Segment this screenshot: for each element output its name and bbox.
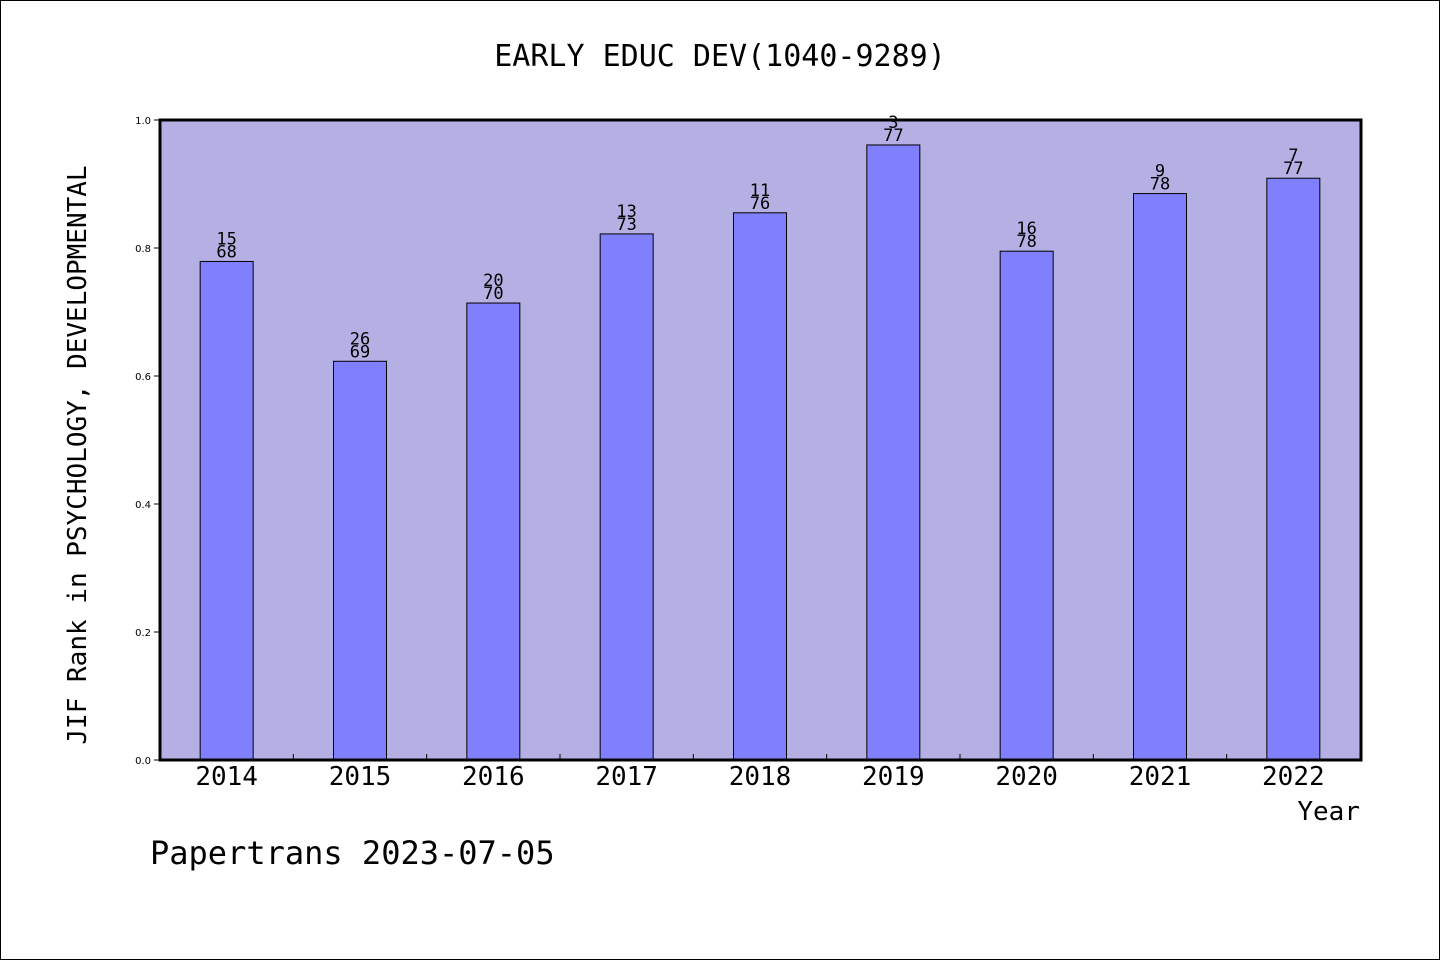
y-tick-label: 0.6 [135, 372, 151, 383]
y-axis-label: JIF Rank in PSYCHOLOGY, DEVELOPMENTAL [63, 165, 93, 744]
data-label-rank: 15 [216, 229, 236, 249]
y-tick-label: 0.8 [135, 244, 151, 255]
data-label-rank: 9 [1155, 162, 1165, 182]
bar-2019 [866, 144, 921, 761]
x-tick-label: 2017 [595, 762, 658, 792]
data-label-total: 69 [350, 342, 370, 362]
y-tick-label: 1.0 [135, 116, 151, 127]
chart-title: EARLY EDUC DEV(1040-9289) [494, 39, 946, 74]
data-label-rank: 11 [750, 181, 770, 201]
data-label-total: 77 [1283, 159, 1303, 179]
x-axis: 2014 2015 2016 2017 2018 2019 2020 2021 2022 [195, 754, 1325, 792]
plot-frame [158, 118, 1363, 762]
y-tick-label: 0.4 [135, 500, 151, 511]
data-label-rank: 20 [483, 271, 503, 291]
data-label-total: 70 [483, 284, 503, 304]
x-tick-label: 2016 [462, 762, 525, 792]
bar-2015 [333, 360, 387, 761]
bar-2022 [1266, 177, 1321, 761]
bar-2018 [733, 212, 787, 761]
x-tick-label: 2014 [195, 762, 258, 792]
data-label-total: 78 [1150, 175, 1170, 195]
x-tick-label: 2022 [1262, 762, 1325, 792]
bar-2021 [1133, 193, 1187, 761]
data-label-total: 76 [750, 194, 770, 214]
y-tick-label: 0.2 [135, 628, 151, 639]
x-tick-label: 2019 [862, 762, 925, 792]
bar-2020 [999, 250, 1054, 761]
x-axis-label: Year [1297, 797, 1360, 827]
data-label-rank: 13 [616, 202, 636, 222]
bar-2016 [466, 302, 521, 761]
x-tick-label: 2020 [995, 762, 1058, 792]
data-label-rank: 7 [1288, 146, 1298, 166]
x-tick-label: 2021 [1129, 762, 1192, 792]
x-tick-label: 2015 [329, 762, 392, 792]
data-label-total: 78 [1016, 232, 1036, 252]
footer-credit: Papertrans 2023-07-05 [150, 834, 555, 872]
y-tick-label: 0.0 [135, 756, 151, 767]
data-label-total: 68 [216, 242, 236, 262]
bar-2014 [199, 260, 254, 761]
y-axis: 0.0 0.2 0.4 0.6 0.8 1.0 [135, 116, 160, 767]
x-tick-label: 2018 [729, 762, 792, 792]
data-label-rank: 26 [350, 329, 370, 349]
data-label-total: 73 [616, 215, 636, 235]
data-label-total: 77 [883, 126, 903, 146]
data-label-rank: 16 [1016, 219, 1036, 239]
bars-group [199, 144, 1321, 761]
bar-2017 [599, 233, 654, 761]
data-label-rank: 3 [888, 113, 898, 133]
